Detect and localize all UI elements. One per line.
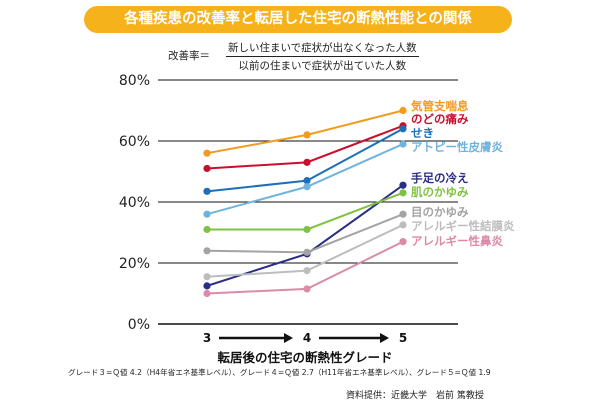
data-point [399, 189, 407, 197]
data-point [303, 285, 311, 293]
data-point [303, 225, 311, 234]
data-point [399, 106, 407, 115]
series-label: 手足の冷え [411, 171, 469, 185]
series-label: アレルギー性結膜炎 [411, 219, 515, 233]
data-point [303, 131, 311, 139]
data-point [203, 247, 211, 255]
y-tick-label: 80% [119, 73, 150, 89]
series-label: アレルギー性鼻炎 [411, 234, 503, 248]
x-axis-label: 転居後の住宅の断熱性グレード [217, 350, 392, 365]
series-label: 肌のかゆみ [411, 185, 469, 199]
series-line [206, 213, 404, 254]
y-tick-label: 60% [119, 134, 150, 150]
series-label: アトピー性皮膚炎 [411, 140, 503, 154]
series-line [206, 109, 404, 155]
series-label: のどの痛み [411, 112, 469, 126]
data-point [399, 140, 407, 148]
x-tick-label: 3 [203, 331, 211, 345]
title-banner: 各種疾患の改善率と転居した住宅の断熱性能との関係 [84, 6, 512, 33]
grade-arrow-head [284, 333, 293, 343]
data-point [303, 183, 311, 191]
data-point [203, 187, 211, 195]
data-point [203, 273, 211, 281]
data-point [399, 125, 407, 133]
series-label: 気管支喘息 [411, 99, 469, 113]
data-point [399, 181, 407, 189]
data-point [203, 210, 211, 218]
data-point [203, 164, 211, 173]
data-point [399, 221, 407, 229]
formula-numerator: 新しい住まいで症状が出なくなった人数 [226, 40, 419, 57]
data-point [203, 225, 211, 234]
x-tick-label: 5 [399, 331, 407, 345]
formula-label: 改善率＝ [168, 50, 210, 62]
formula-fraction: 新しい住まいで症状が出なくなった人数 以前の住まいで症状が出ていた人数 [226, 40, 419, 73]
data-point [303, 158, 311, 166]
data-point [203, 282, 211, 290]
y-tick-label: 0% [128, 317, 150, 333]
y-tick-label: 40% [119, 195, 150, 211]
series-label: 目のかゆみ [411, 205, 469, 219]
data-point [399, 210, 407, 218]
data-point [303, 177, 311, 185]
y-tick-label: 20% [119, 256, 150, 272]
data-point [303, 267, 311, 275]
grade-footnote: グレード３=Ｑ値 4.2（H4年省エネ基準レベル）、グレード４=Ｑ値 2.7（H… [68, 368, 491, 377]
formula-denominator: 以前の住まいで症状が出ていた人数 [238, 60, 407, 72]
data-source: 資料提供：近畿大学 岩前 篤教授 [346, 391, 484, 401]
grade-arrow-head [380, 333, 389, 343]
data-point [203, 149, 211, 157]
x-tick-label: 4 [303, 331, 311, 345]
series-line [207, 191, 404, 231]
series-label: せき [411, 126, 434, 140]
data-point [399, 238, 407, 246]
data-point [303, 248, 311, 256]
chart-title: 各種疾患の改善率と転居した住宅の断熱性能との関係 [124, 11, 472, 27]
data-point [203, 289, 211, 298]
